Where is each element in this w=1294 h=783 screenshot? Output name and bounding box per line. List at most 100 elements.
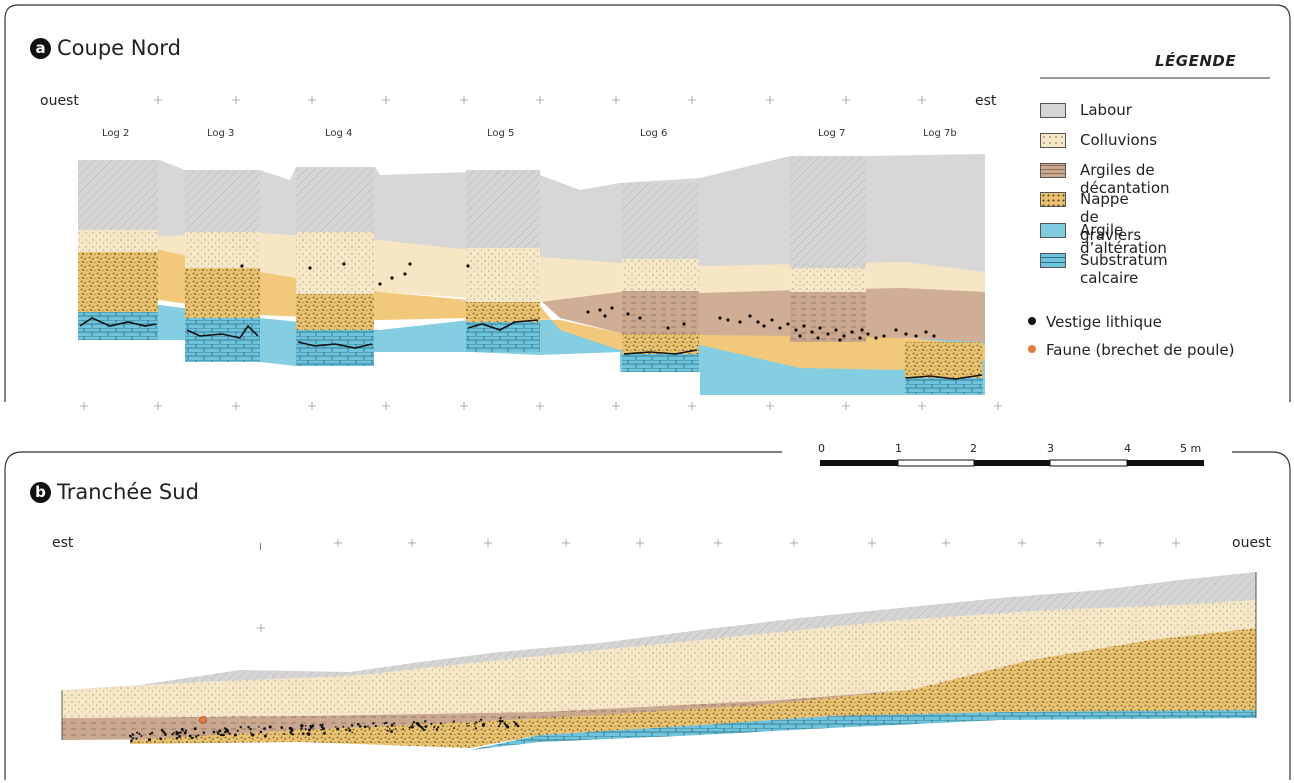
log-label: Log 2 — [102, 128, 130, 139]
grid-cross — [460, 96, 468, 104]
lithic-dot — [132, 737, 135, 740]
lithic-dot — [165, 733, 167, 736]
swatch-labour — [1040, 103, 1066, 118]
lithic-dot — [385, 721, 388, 724]
lithic-dot — [418, 724, 422, 728]
lithic-dot — [179, 731, 182, 734]
legend-point-label: Faune (brechet de poule) — [1046, 341, 1235, 359]
lithic-dot — [322, 727, 326, 730]
lithic-dot — [515, 723, 518, 726]
lithic-dot — [499, 723, 502, 725]
swatch-substratum — [1040, 253, 1066, 268]
lithic-dot — [518, 716, 521, 719]
layer-graviers-b — [130, 628, 1256, 748]
lithic-dot — [424, 725, 428, 728]
lithic-dot — [193, 727, 197, 731]
scale-label: 3 — [1047, 442, 1054, 455]
panel-a-title-text: Coupe Nord — [57, 36, 181, 60]
lithic-dot — [259, 730, 263, 734]
lithic-dot — [393, 722, 395, 725]
grid-cross — [1172, 539, 1180, 547]
lithic-dot — [280, 726, 284, 729]
lithic-dot — [348, 729, 352, 732]
grid-cross — [562, 539, 570, 547]
lithic-dot — [175, 736, 179, 740]
lithic-dot — [218, 729, 221, 733]
panel-a-frame-left — [4, 4, 19, 402]
lithic-dot — [336, 727, 340, 731]
legend-point-faune: Faune (brechet de poule) — [1028, 341, 1235, 359]
lithic-dot — [410, 725, 414, 729]
lithic-dot — [301, 732, 305, 736]
lithic-dot — [212, 730, 216, 734]
grid-cross — [382, 402, 390, 410]
lithic-dot — [422, 728, 426, 732]
lithic-dot — [247, 725, 250, 729]
lithic-dot — [239, 725, 242, 729]
lithic-dot — [479, 718, 483, 721]
lithic-dot — [475, 721, 478, 724]
grid-cross — [1018, 539, 1026, 547]
panel-a-title: a Coupe Nord — [30, 36, 181, 60]
lithic-dot — [175, 730, 178, 734]
log-label: Log 3 — [207, 128, 235, 139]
swatch-argile-alteration — [1040, 223, 1066, 238]
lithic-dot — [160, 738, 163, 741]
lithic-dot — [140, 734, 143, 738]
lithic-dot — [183, 731, 187, 735]
lithic-dot — [320, 725, 324, 728]
lithic-dot — [258, 725, 260, 728]
orange-dot-icon — [1028, 345, 1036, 353]
swatch-colluvions — [1040, 133, 1066, 148]
log-label: Log 7 — [818, 128, 846, 139]
lithic-dot — [188, 734, 192, 738]
grid-cross — [868, 539, 876, 547]
lithic-dot — [289, 730, 293, 734]
grid-cross — [382, 96, 390, 104]
lithic-dot — [135, 737, 138, 740]
lithic-dot — [323, 731, 326, 735]
black-dot-icon — [1028, 317, 1036, 325]
grid-cross — [842, 96, 850, 104]
lithic-dot — [138, 732, 141, 735]
layer-argiles-b — [62, 684, 1010, 740]
lithic-dot — [222, 733, 225, 737]
panel-a-grid-crosses — [80, 96, 1002, 410]
lithic-dot — [334, 726, 337, 728]
scale-label: 0 — [818, 442, 825, 455]
lithic-dot — [307, 728, 311, 732]
grid-cross — [766, 96, 774, 104]
grid-cross — [918, 96, 926, 104]
grid-cross — [612, 402, 620, 410]
grid-cross — [536, 402, 544, 410]
grid-cross — [688, 402, 696, 410]
panel-a-right-label: est — [975, 93, 997, 109]
grid-cross — [942, 539, 950, 547]
lithic-dot — [251, 733, 255, 737]
panel-a-logs — [78, 156, 983, 394]
lithic-dot — [498, 719, 502, 723]
scale-bar — [820, 459, 1204, 467]
lithic-dot — [439, 722, 442, 725]
lithic-dot — [363, 725, 367, 729]
lithic-dot — [180, 727, 184, 731]
lithic-dot — [435, 728, 439, 731]
scale-label: 1 — [895, 442, 902, 455]
lithic-dot — [351, 731, 354, 734]
lithic-dot — [249, 732, 252, 734]
panel-b-right-label: ouest — [1232, 535, 1271, 551]
grid-cross — [308, 402, 316, 410]
lithic-dot — [130, 736, 133, 738]
panel-b-marker: I — [259, 542, 262, 553]
lithic-dot — [372, 722, 375, 725]
legend-label: Labour — [1080, 101, 1132, 119]
lithic-dot — [308, 732, 311, 735]
lithic-dot — [202, 731, 206, 734]
lithic-dot — [197, 734, 200, 737]
panel-a-left-label: ouest — [40, 93, 79, 109]
lithic-dot — [513, 721, 516, 723]
legend-title: LÉGENDE — [1155, 52, 1237, 70]
lithic-dot — [149, 732, 152, 736]
lithic-dot — [136, 731, 139, 734]
lithic-dot — [195, 735, 198, 738]
